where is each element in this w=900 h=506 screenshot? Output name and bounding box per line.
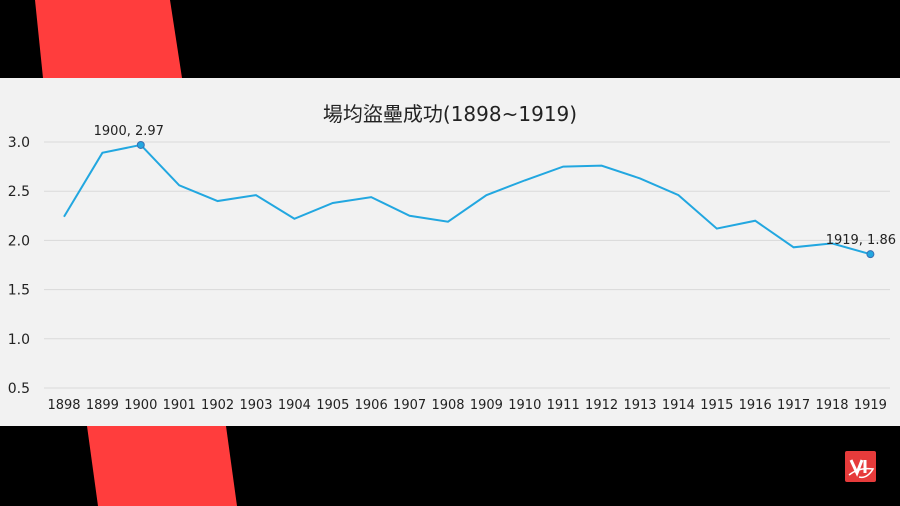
y-tick-label: 1.0 [8, 332, 30, 348]
x-tick-label: 1903 [239, 398, 272, 413]
x-tick-label: 1900 [124, 398, 157, 413]
y-tick-label: 1.5 [8, 283, 30, 299]
y-tick-label: 3.0 [8, 135, 30, 151]
x-tick-label: 1901 [163, 398, 196, 413]
x-tick-label: 1908 [431, 398, 464, 413]
x-tick-label: 1902 [201, 398, 234, 413]
x-tick-label: 1899 [86, 398, 119, 413]
y-tick-label: 2.0 [8, 233, 30, 249]
x-tick-labels: 1898 1899 1900 1901 1902 1903 1904 1905 1906 1907… [47, 398, 886, 413]
stripe-top [35, 0, 182, 78]
x-tick-label: 1911 [547, 398, 580, 413]
x-tick-label: 1907 [393, 398, 426, 413]
data-label: 1900, 2.97 [94, 124, 164, 139]
chart-title: 場均盜壘成功(1898~1919) [322, 102, 578, 126]
y-tick-labels: 0.5 1.0 1.5 2.0 2.5 3.0 [8, 135, 30, 397]
x-tick-label: 1918 [815, 398, 848, 413]
x-tick-label: 1915 [700, 398, 733, 413]
y-tick-label: 0.5 [8, 381, 30, 397]
y-tick-label: 2.5 [8, 184, 30, 200]
x-tick-label: 1904 [278, 398, 311, 413]
grid-lines [44, 141, 890, 389]
x-tick-label: 1919 [854, 398, 887, 413]
x-tick-label: 1916 [739, 398, 772, 413]
stripe-bottom [87, 426, 237, 506]
series-line [63, 143, 871, 256]
x-tick-label: 1917 [777, 398, 810, 413]
x-tick-label: 1913 [623, 398, 656, 413]
x-tick-label: 1914 [662, 398, 695, 413]
x-tick-label: 1898 [47, 398, 80, 413]
x-tick-label: 1909 [470, 398, 503, 413]
data-markers [136, 140, 875, 259]
data-point-marker [136, 140, 145, 149]
x-tick-label: 1910 [508, 398, 541, 413]
data-annotations: 1900, 2.97 1919, 1.86 [94, 124, 896, 248]
vi-logo-icon [845, 451, 876, 482]
x-tick-label: 1906 [355, 398, 388, 413]
x-tick-label: 1905 [316, 398, 349, 413]
data-label: 1919, 1.86 [826, 233, 896, 248]
x-tick-label: 1912 [585, 398, 618, 413]
chart-panel [0, 78, 900, 426]
data-point-marker [866, 250, 875, 259]
